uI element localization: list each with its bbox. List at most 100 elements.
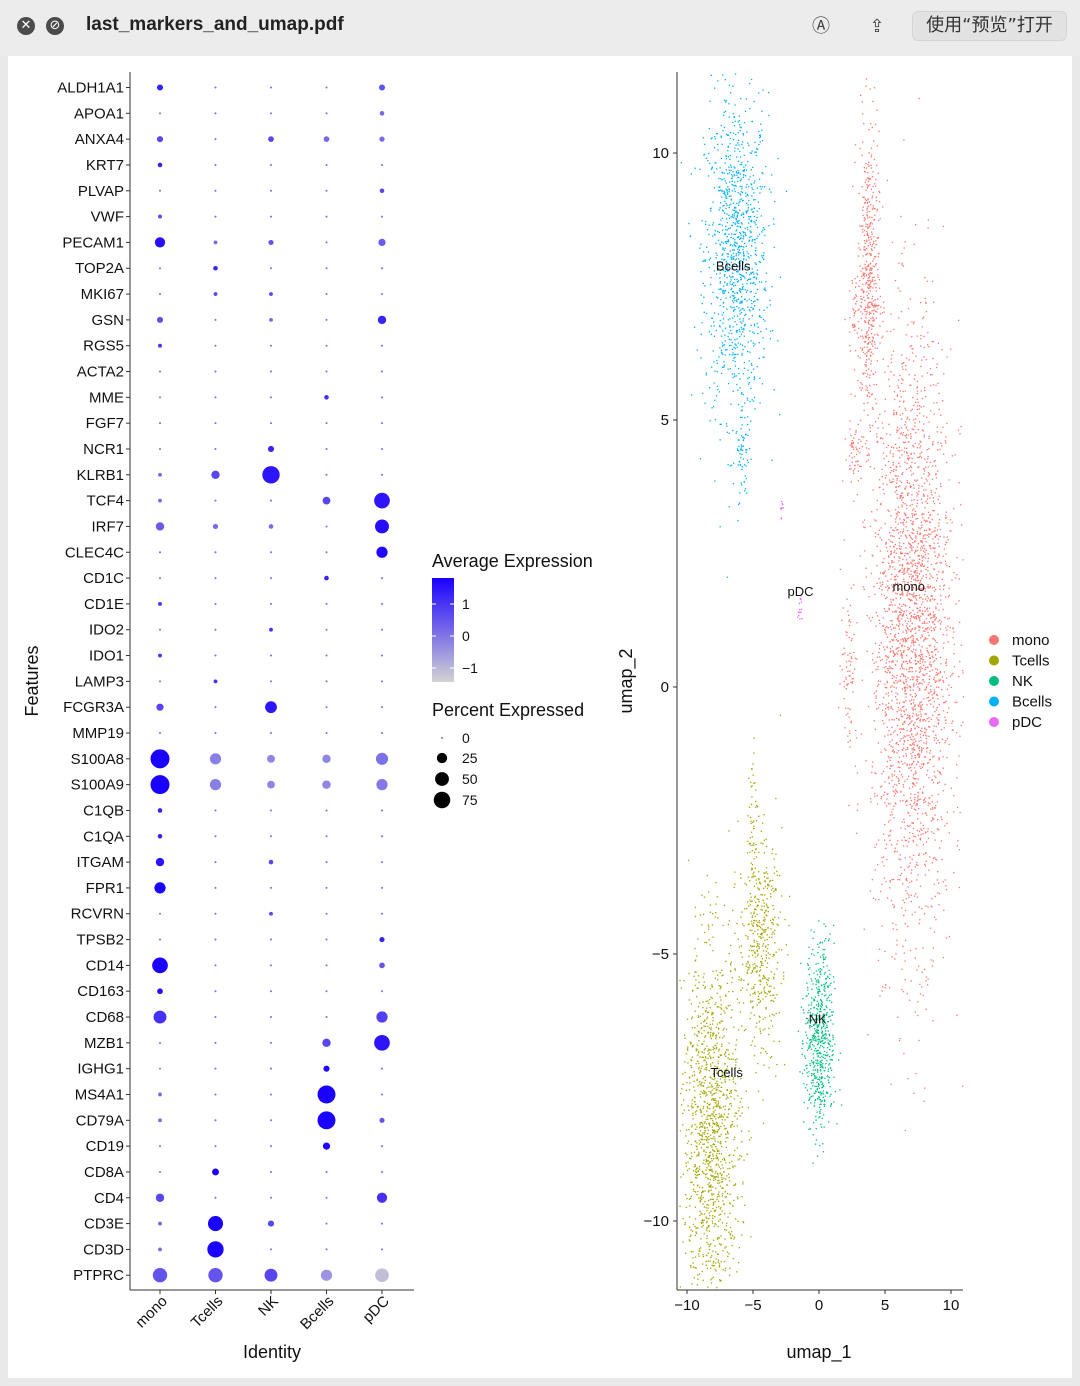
umap-point [906,418,908,420]
umap-point [768,225,770,227]
umap-point [868,293,870,295]
umap-point [729,181,731,183]
umap-point [928,435,930,437]
umap-point [732,298,735,300]
umap-point [856,295,858,297]
umap-point [746,183,748,186]
fullscreen-icon[interactable]: ⊘ [46,17,64,35]
umap-point [914,602,916,604]
umap-point [722,253,724,255]
umap-point [962,721,964,723]
umap-point [936,859,938,861]
umap-point [880,539,883,541]
dot-S100A9-pDC [376,779,388,791]
umap-point [895,803,897,805]
umap-point [852,470,854,472]
dotplot-feature-label: IDO2 [89,622,124,639]
umap-point [903,711,905,713]
umap-point [723,178,725,180]
umap-point [714,1178,717,1181]
share-icon[interactable]: ⇪ [869,16,885,37]
umap-point [753,199,755,201]
dot-LAMP3-pDC [381,680,383,683]
umap-point [924,727,926,729]
umap-point [960,724,962,727]
umap-point [750,387,752,389]
umap-point [939,502,941,505]
umap-point [905,939,907,941]
umap-point [729,326,731,328]
umap-point [927,906,929,908]
dotplot-feature-label: IDO1 [89,648,124,665]
umap-point [896,734,898,736]
umap-point [929,759,931,761]
umap-point [923,356,925,358]
umap-point [890,515,892,517]
umap-point [893,409,895,412]
open-in-preview-button[interactable]: 使用“预览”打开 [912,11,1067,41]
umap-point [943,584,946,586]
umap-point [743,169,745,172]
umap-point [742,287,744,289]
umap-point [863,274,865,276]
umap-point [922,659,924,661]
umap-point [851,457,853,459]
dot-CD79A-NK [270,1119,272,1122]
umap-point [887,734,889,736]
umap-point [868,396,871,398]
umap-point [896,482,898,484]
markup-icon[interactable]: Ⓐ [812,16,830,37]
umap-point [894,770,896,772]
umap-point [722,1076,724,1079]
umap-point [726,197,728,199]
umap-point [892,453,894,455]
umap-point [909,613,911,615]
umap-point [894,682,896,684]
umap-point [718,325,721,327]
umap-point [703,143,706,145]
dot-ITGAM-mono [155,857,165,867]
umap-point [948,684,950,686]
close-icon[interactable]: ✕ [17,17,35,35]
umap-point [911,528,914,530]
umap-point [885,542,887,544]
umap-point [912,641,914,643]
umap-point [926,534,928,536]
umap-point [870,317,872,320]
umap-point [892,611,894,613]
umap-point [925,301,927,303]
dot-MKI67-NK [269,292,273,296]
umap-point [890,527,892,529]
umap-point [914,911,916,913]
umap-point [912,786,914,788]
umap-point [893,654,896,657]
umap-point [737,220,739,222]
umap-point [901,565,904,567]
umap-point [921,709,923,711]
umap-point [914,835,916,838]
umap-point [873,662,875,664]
umap-point [916,615,918,617]
dot-ACTA2-NK [270,370,272,373]
dotplot-feature-label: RCVRN [71,906,124,923]
umap-point [723,1035,725,1037]
umap-point [904,689,907,691]
umap-point [713,321,715,323]
umap-point [915,770,917,772]
umap-point [918,97,920,100]
umap-point [721,342,724,344]
umap-point [912,774,915,776]
umap-point [867,227,869,229]
umap-point [946,461,948,464]
umap-point [933,402,935,404]
umap-point [926,608,928,611]
umap-point [912,739,914,741]
umap-point [871,511,873,513]
umap-point [731,224,733,227]
umap-point [886,636,888,638]
umap-point [876,794,878,797]
umap-point [862,290,864,292]
umap-point [894,851,896,853]
dotplot-feature-label: TCF4 [87,493,125,510]
umap-point [932,614,934,616]
